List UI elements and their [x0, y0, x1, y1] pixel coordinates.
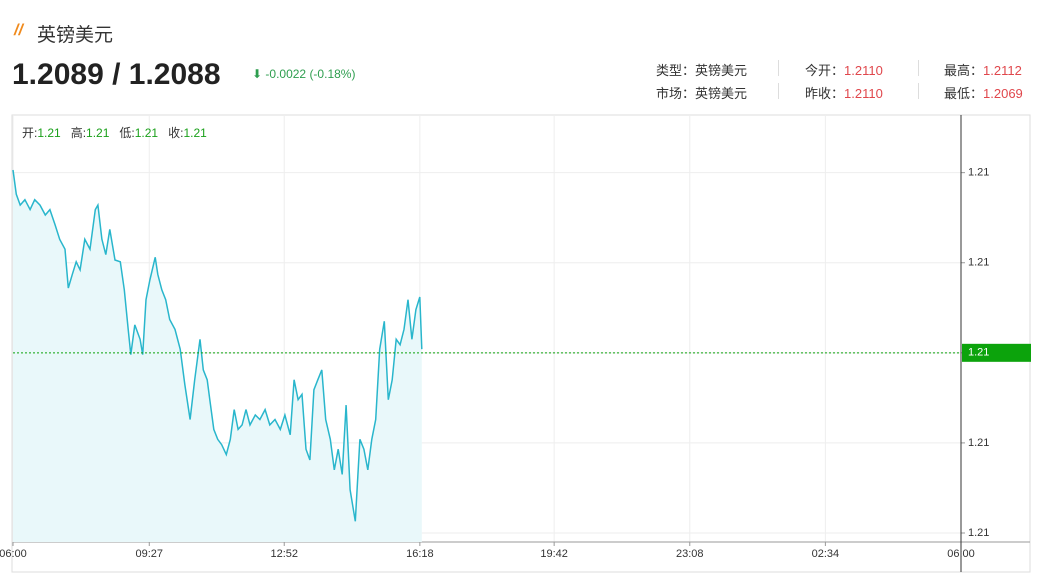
ohlc-label: 高: [70, 126, 87, 140]
title: 英镑美元 [37, 25, 114, 46]
y-tick-label: 1.21 [968, 167, 989, 179]
y-tick-label: 1.21 [968, 527, 989, 539]
y-tick-label: 1.21 [968, 437, 989, 449]
logo-icon: // [14, 22, 23, 39]
info-item: 昨收：1.2110 [805, 83, 883, 102]
x-tick-label: 12:52 [270, 548, 298, 560]
info-item: 类型：英镑美元 [656, 60, 747, 79]
ohlc-value: 1.21 [183, 126, 207, 140]
ohlc-label: 收: [168, 126, 184, 140]
last-price-badge [962, 343, 1031, 362]
ohlc-label: 低: [119, 126, 135, 140]
info-label: 最高： [944, 63, 984, 78]
separator [918, 83, 919, 99]
ohlc-label: 开: [22, 126, 38, 140]
x-tick-label: 23:08 [676, 548, 704, 560]
info-item: 市场：英镑美元 [656, 83, 747, 102]
separator [918, 60, 919, 76]
price: 1.2089 / 1.2088 [12, 58, 221, 91]
x-tick-label: 19:42 [540, 548, 568, 560]
last-price-label: 1.21 [968, 347, 989, 359]
ohlc-value: 1.21 [134, 126, 159, 140]
change-text: -0.0022 (-0.18%) [265, 67, 356, 81]
info-label: 今开： [805, 63, 845, 78]
down-arrow: ⬇ [252, 67, 263, 81]
info-item: 今开：1.2110 [805, 60, 883, 79]
info-item: 最低：1.2069 [944, 83, 1023, 102]
info-value: 1.2069 [983, 86, 1023, 101]
info-value: 1.2112 [983, 63, 1022, 78]
info-value: 英镑美元 [695, 86, 748, 101]
chart-frame [11, 114, 1031, 573]
area [13, 170, 422, 542]
info-label: 市场： [656, 86, 696, 101]
info-label: 昨收： [805, 86, 845, 101]
x-tick-label: 02:34 [812, 548, 840, 560]
x-tick-label: 16:18 [406, 548, 434, 560]
separator [778, 83, 779, 99]
info-value: 1.2110 [844, 63, 883, 78]
ohlc-value: 1.21 [86, 126, 110, 140]
info-label: 类型： [656, 63, 696, 78]
info-value: 英镑美元 [695, 63, 748, 78]
info-value: 1.2110 [844, 86, 883, 101]
info-label: 最低： [944, 86, 984, 101]
price-line [12, 169, 423, 522]
y-tick-label: 1.21 [968, 257, 989, 269]
ohlc-legend: 开:1.21 高:1.21 低:1.21 收:1.21 [22, 124, 217, 141]
x-tick-label: 09:27 [136, 548, 164, 560]
x-tick-label: 06:00 [0, 548, 27, 560]
info-item: 最高：1.2112 [944, 60, 1022, 79]
separator [778, 60, 779, 76]
price-change: ⬇ -0.0022 (-0.18%) [252, 67, 355, 81]
ohlc-value: 1.21 [37, 126, 61, 140]
